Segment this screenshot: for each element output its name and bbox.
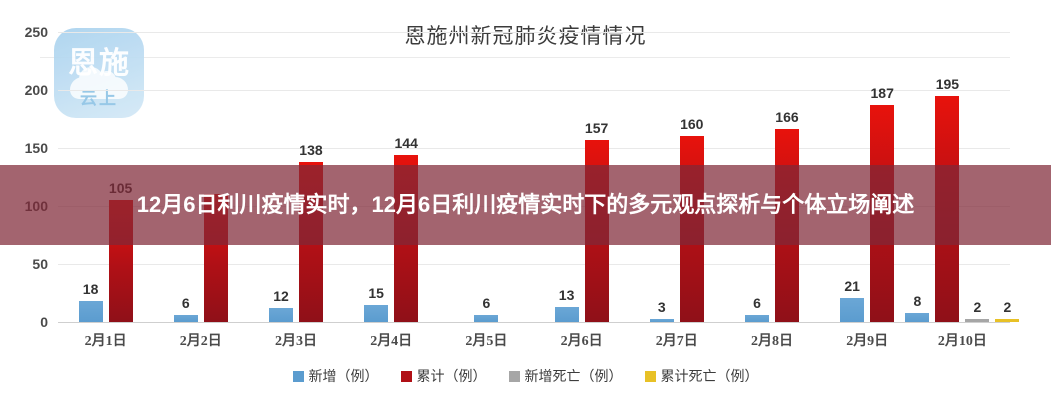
bar-group: 6 bbox=[439, 32, 534, 322]
bar-blue[interactable] bbox=[840, 297, 865, 322]
bar-value-label: 8 bbox=[913, 292, 922, 309]
x-axis-tick-label: 2月4日 bbox=[370, 334, 413, 349]
bar-gray[interactable] bbox=[965, 319, 990, 322]
x-axis-tick-label: 2月5日 bbox=[465, 334, 508, 349]
y-axis-tick-label: 150 bbox=[24, 140, 48, 156]
legend-swatch-icon bbox=[644, 371, 656, 382]
bar-blue[interactable] bbox=[474, 315, 499, 322]
legend-swatch-icon bbox=[292, 371, 304, 382]
enshi-watermark-logo: 恩施 云上 bbox=[54, 28, 144, 118]
legend-item[interactable]: 累计（例） bbox=[400, 366, 487, 386]
bar-value-label: 2 bbox=[973, 299, 982, 315]
headline-overlay-banner: 12月6日利川疫情实时，12月6日利川疫情实时下的多元观点探析与个体立场阐述 bbox=[0, 165, 1051, 245]
bar-value-label: 160 bbox=[680, 116, 704, 133]
bar-blue[interactable] bbox=[173, 315, 198, 322]
x-axis-tick-label: 2月1日 bbox=[84, 334, 127, 349]
legend-item[interactable]: 新增死亡（例） bbox=[508, 366, 623, 386]
bar-value-label: 12 bbox=[273, 288, 289, 305]
gridline bbox=[58, 32, 1010, 33]
bar-value-label: 187 bbox=[870, 85, 894, 102]
bar-yellow[interactable] bbox=[995, 319, 1020, 322]
bar-value-label: 18 bbox=[82, 281, 99, 298]
bar-value-label: 157 bbox=[584, 119, 609, 136]
bar-blue[interactable] bbox=[268, 308, 293, 322]
cloud-icon bbox=[70, 67, 128, 99]
legend-swatch-icon bbox=[508, 371, 520, 382]
y-axis-tick-label: 50 bbox=[32, 256, 48, 272]
bar-value-label: 195 bbox=[935, 75, 960, 92]
bar-blue[interactable] bbox=[554, 306, 579, 322]
x-axis-tick-label: 2月3日 bbox=[274, 334, 317, 349]
legend-item[interactable]: 累计死亡（例） bbox=[644, 366, 759, 386]
y-axis-tick-label: 250 bbox=[24, 24, 48, 40]
bar-value-label: 138 bbox=[299, 141, 323, 158]
bar-blue[interactable] bbox=[364, 304, 389, 322]
x-axis-line bbox=[58, 322, 1010, 323]
chart-title: 恩施州新冠肺炎疫情情况 bbox=[404, 24, 647, 48]
bar-value-label: 15 bbox=[368, 284, 384, 301]
y-axis-tick-label: 200 bbox=[24, 82, 48, 98]
legend-label: 累计死亡（例） bbox=[660, 370, 759, 385]
legend-swatch-icon bbox=[400, 371, 412, 382]
bar-blue[interactable] bbox=[744, 315, 769, 322]
x-axis-tick-label: 2月6日 bbox=[560, 334, 603, 349]
legend-label: 新增（例） bbox=[308, 370, 379, 385]
watermark-bottom-text: 云上 bbox=[80, 89, 118, 108]
bar-blue[interactable] bbox=[78, 301, 103, 322]
bar-blue[interactable] bbox=[649, 318, 674, 322]
title-divider bbox=[40, 57, 1010, 58]
bar-value-label: 21 bbox=[844, 277, 860, 294]
x-axis-tick-label: 2月10日 bbox=[937, 334, 987, 349]
gridline bbox=[58, 264, 1010, 265]
chart-legend: 新增（例） 累计（例） 新增死亡（例） 累计死亡（例） bbox=[0, 366, 1051, 386]
bar-value-label: 3 bbox=[657, 298, 666, 315]
bar-value-label: 6 bbox=[753, 295, 761, 312]
bar-value-label: 6 bbox=[181, 295, 190, 312]
x-axis-tick-label: 2月8日 bbox=[750, 334, 793, 349]
y-axis-tick-label: 0 bbox=[40, 314, 48, 330]
legend-item[interactable]: 新增（例） bbox=[292, 366, 379, 386]
bar-value-label: 6 bbox=[482, 295, 491, 312]
bar-value-label: 144 bbox=[394, 134, 418, 151]
x-axis-labels: 2月1日 2月2日 2月3日 2月4日 2月5日 2月6日 2月7日 2月8日 2月9日 2月10… bbox=[58, 330, 1010, 354]
x-axis-tick-label: 2月2日 bbox=[179, 334, 222, 349]
legend-label: 累计（例） bbox=[416, 370, 487, 385]
bar-value-label: 166 bbox=[775, 109, 799, 126]
gridline bbox=[58, 90, 1010, 91]
bar-value-label: 13 bbox=[558, 286, 575, 303]
gridline bbox=[58, 148, 1010, 149]
overlay-headline-text: 12月6日利川疫情实时，12月6日利川疫情实时下的多元观点探析与个体立场阐述 bbox=[136, 192, 915, 218]
legend-label: 新增死亡（例） bbox=[524, 370, 623, 385]
bar-value-label: 2 bbox=[1003, 299, 1012, 315]
x-axis-tick-label: 2月9日 bbox=[846, 334, 889, 349]
x-axis-tick-label: 2月7日 bbox=[655, 334, 698, 349]
bar-blue[interactable] bbox=[905, 312, 930, 322]
